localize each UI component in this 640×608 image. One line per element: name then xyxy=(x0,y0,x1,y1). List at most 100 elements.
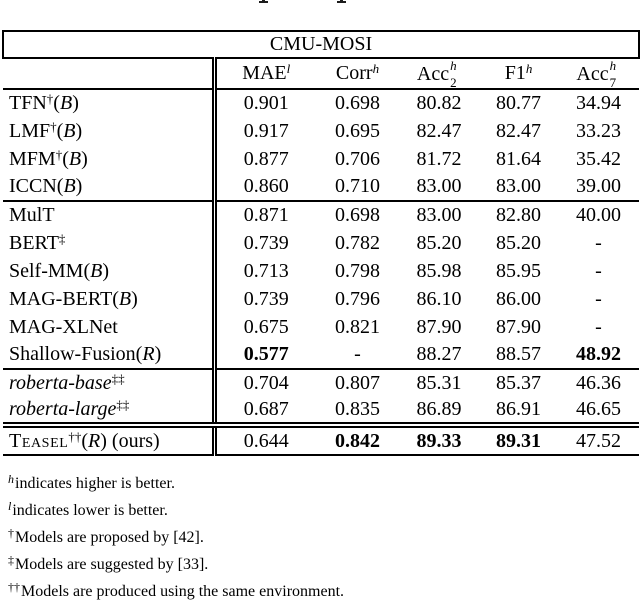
table-title-row: CMU-MOSI xyxy=(2,30,640,59)
value-cell: 0.860 xyxy=(211,173,316,201)
table-row: roberta-large‡‡ 0.687 0.835 86.89 86.91 46.65 xyxy=(3,397,639,425)
footnote: hindicates higher is better. xyxy=(8,472,628,499)
results-table: CMU-MOSI MAEl Corrh Acc h 2 F1h Acc h 7 TFN†(B) 0… xyxy=(2,30,640,456)
value-cell: 0.644 xyxy=(211,422,316,456)
model-name-cell: BERT‡ xyxy=(3,229,214,257)
name-part: ) xyxy=(102,259,109,282)
value-cell: 0.782 xyxy=(335,231,380,254)
value-cell: 89.31 xyxy=(479,422,558,456)
cropped-caption-remnant xyxy=(337,0,346,3)
value-cell: 35.42 xyxy=(576,147,621,170)
value-cell: 86.00 xyxy=(496,287,541,310)
column-header-label: MAE xyxy=(242,62,287,84)
value-cell: 46.36 xyxy=(558,368,639,397)
name-part: ) xyxy=(75,119,83,142)
value-cell: 0.821 xyxy=(335,315,380,338)
model-name-cell: Shallow-Fusion(R) xyxy=(3,341,214,369)
cropped-caption-remnant xyxy=(259,0,268,3)
table-row: BERT‡ 0.739 0.782 85.20 85.20- xyxy=(3,229,639,257)
name-part: R xyxy=(142,343,155,365)
model-name-cell: Self-MM(B) xyxy=(3,257,214,285)
table-row: LMF†(B) 0.917 0.695 82.47 82.47 33.23 xyxy=(3,117,639,145)
model-name-cell: TFN†(B) xyxy=(3,89,214,117)
column-header: Corrh xyxy=(316,58,399,90)
value-cell: 0.713 xyxy=(211,257,316,285)
name-part: ‡ xyxy=(58,230,66,246)
name-part: Self-MM( xyxy=(9,259,91,282)
value-cell: 83.00 xyxy=(399,200,479,229)
value-cell: 89.33 xyxy=(399,422,479,456)
name-part: ( xyxy=(56,119,64,142)
name-part: roberta-base xyxy=(9,372,112,394)
value-cell: 0.704 xyxy=(211,368,316,397)
footnote-marker: †† xyxy=(8,580,20,594)
name-part: ( xyxy=(81,429,89,452)
value-cell: 0.877 xyxy=(211,145,316,173)
value-cell: 85.37 xyxy=(479,368,558,397)
name-part: ‡‡ xyxy=(116,397,130,412)
name-part: † xyxy=(55,146,63,162)
value-cell: 85.95 xyxy=(496,259,541,282)
table-row: Teasel††(R) (ours) 0.644 0.842 89.33 89.31 47… xyxy=(3,422,639,456)
value-cell: 88.57 xyxy=(496,343,541,365)
name-part: ) xyxy=(75,175,83,197)
footnote-text: Models are produced using the same envir… xyxy=(21,583,345,600)
name-part: † xyxy=(46,91,54,106)
model-name-cell: roberta-base‡‡ xyxy=(3,368,214,397)
name-part: MFM xyxy=(9,147,56,170)
value-cell: 40.00 xyxy=(558,200,639,229)
table-row: MAG-XLNet 0.675 0.821 87.90 87.90 - xyxy=(3,313,639,341)
value-cell: 0.798 xyxy=(335,259,380,282)
value-cell: 0.917 xyxy=(211,117,316,145)
value-cell: 39.00 xyxy=(576,175,621,197)
value-cell: 0.687 xyxy=(211,397,316,425)
value-cell: 81.72 xyxy=(416,147,462,170)
value-cell: - xyxy=(595,315,602,338)
name-part: R xyxy=(88,429,101,452)
name-part: MAG-XLNet xyxy=(9,315,118,338)
name-part: B xyxy=(59,92,73,114)
value-cell: 83.00 xyxy=(416,175,462,197)
model-name-cell: MAG-BERT(B) xyxy=(3,285,214,313)
name-part: B xyxy=(90,259,103,282)
footnote-marker: † xyxy=(8,526,14,540)
column-header: MAEl xyxy=(211,58,316,90)
table-body: TFN†(B) 0.901 0.698 80.82 80.77 34.94 LMF†(B) 0… xyxy=(3,89,639,456)
value-cell: 33.23 xyxy=(576,119,621,142)
name-part: ) xyxy=(154,343,162,365)
value-cell: 86.10 xyxy=(416,287,462,310)
value-cell: 87.90 xyxy=(496,315,541,338)
corner-cell xyxy=(3,58,214,90)
table-row: Shallow-Fusion(R) 0.577-88.27 88.57 48.92 xyxy=(3,341,639,369)
value-cell: 0.675 xyxy=(211,313,316,341)
footnote-marker: h xyxy=(8,472,14,486)
name-part: TFN xyxy=(9,92,47,114)
value-cell: - xyxy=(595,287,602,310)
value-cell: - xyxy=(354,343,361,365)
footnote-text: indicates lower is better. xyxy=(12,502,168,519)
column-header-label: Acc xyxy=(576,62,609,85)
model-name-cell: MulT xyxy=(3,200,214,229)
value-cell: 0.796 xyxy=(335,287,380,310)
value-cell: 81.64 xyxy=(496,147,541,170)
value-cell: 47.52 xyxy=(558,422,639,456)
footnote-marker: ‡ xyxy=(8,553,14,567)
table-row: ICCN(B) 0.860 0.710 83.00 83.00 39.00 xyxy=(3,173,639,201)
footnotes: hindicates higher is better. lindicates l… xyxy=(8,472,628,607)
value-cell: 34.94 xyxy=(576,92,621,114)
footnote-text: indicates higher is better. xyxy=(15,475,175,492)
name-part: roberta-large xyxy=(9,398,117,420)
table-row: TFN†(B) 0.901 0.698 80.82 80.77 34.94 xyxy=(3,89,639,117)
name-part: MAG-BERT( xyxy=(9,287,119,310)
model-name-cell: MFM†(B) xyxy=(3,145,214,173)
name-part: ( xyxy=(62,147,69,170)
value-cell: 0.698 xyxy=(335,92,380,114)
value-cell: 80.77 xyxy=(496,92,541,114)
value-cell: 86.91 xyxy=(496,398,541,420)
value-cell: - xyxy=(595,259,602,282)
column-header-label: Acc xyxy=(416,62,450,85)
table-row: roberta-base‡‡ 0.704 0.807 85.31 85.37 46.36 xyxy=(3,368,639,397)
value-cell: 82.80 xyxy=(479,200,558,229)
